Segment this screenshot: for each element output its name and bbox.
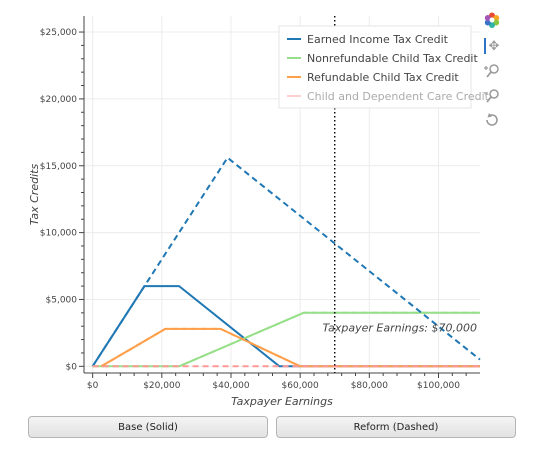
x-tick-label: $40,000 [212,381,249,391]
y-tick-label: $10,000 [40,229,77,239]
earnings-annotation: Taxpayer Earnings: $70,000 [323,322,477,335]
x-tick-label: $60,000 [282,381,319,391]
y-tick-label: $15,000 [40,162,77,172]
earnings-marker: Taxpayer Earnings: $70,000 [323,16,477,373]
series-layer [91,156,481,368]
legend-label-2: Refundable Child Tax Credit [307,71,459,84]
series-line-2 [100,327,480,368]
zoom-out-icon[interactable] [484,88,500,104]
legend-label-3: Child and Dependent Care Credit [307,90,490,103]
y-tick-label: $25,000 [40,28,77,38]
legend-label-0: Earned Income Tax Credit [307,33,449,46]
y-tick-label: $5,000 [46,295,78,305]
y-axis-title: Tax Credits [28,164,41,226]
base-button[interactable]: Base (Solid) [28,416,268,438]
reset-icon[interactable] [484,112,500,128]
legend[interactable]: Earned Income Tax Credit Nonrefundable Ch… [278,25,490,109]
pan-icon[interactable]: ✥ [484,38,502,54]
y-tick-label: $20,000 [40,95,77,105]
axes: $0 $20,000 $40,000 $60,000 $80,000 $100,000 $0… [28,16,480,408]
x-tick-label: $100,000 [417,381,460,391]
x-axis-title: Taxpayer Earnings [231,395,333,408]
legend-label-1: Nonrefundable Child Tax Credit [307,52,478,65]
y-tick-label: $0 [66,362,78,372]
bokeh-logo-icon[interactable] [484,12,500,28]
zoom-in-icon[interactable] [484,63,500,79]
chart: $0 $20,000 $40,000 $60,000 $80,000 $100,000 $0… [28,16,490,408]
x-tick-label: $80,000 [351,381,388,391]
series-line-4 [91,156,481,367]
reform-button[interactable]: Reform (Dashed) [276,416,516,438]
legend-box [278,25,472,109]
x-tick-label: $0 [87,381,99,391]
x-tick-label: $20,000 [143,381,180,391]
